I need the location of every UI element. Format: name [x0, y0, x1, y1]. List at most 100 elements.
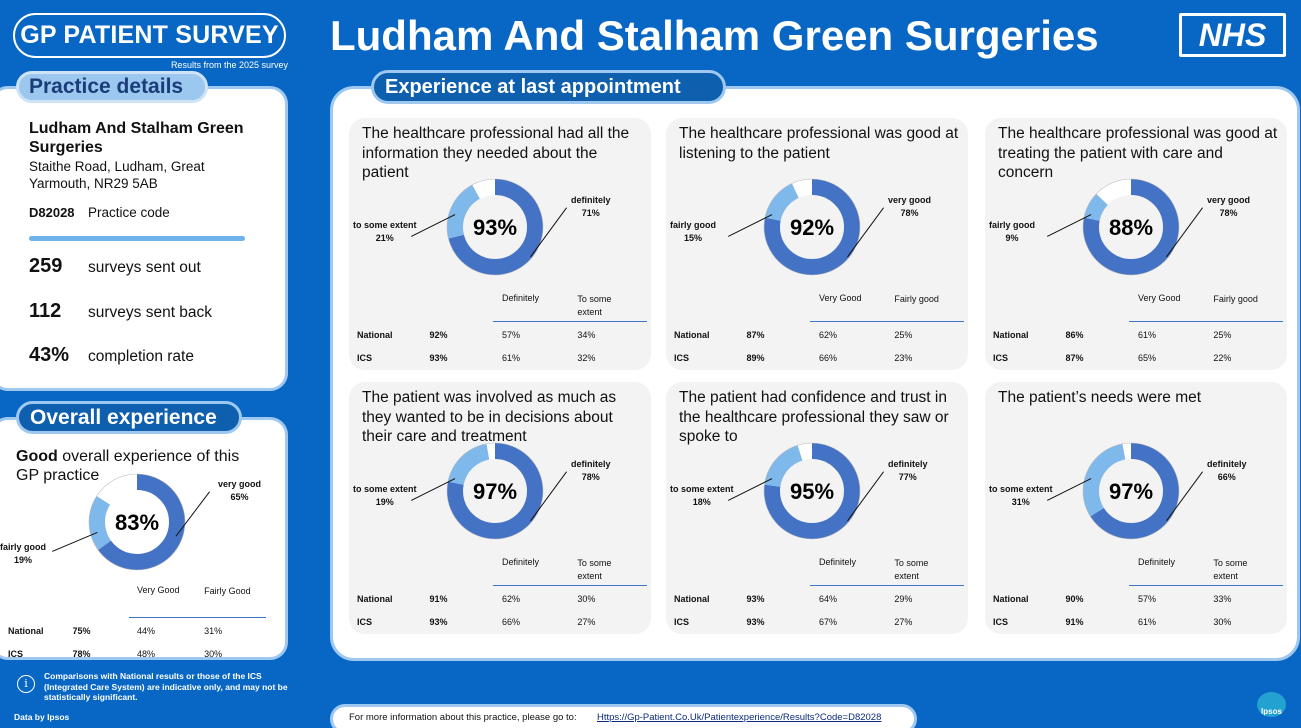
slice-other	[764, 443, 860, 539]
table-col-header-1: Very Good	[819, 293, 862, 303]
slice-other	[1083, 179, 1179, 275]
table-row-total: 91%	[1065, 617, 1084, 627]
table-row-col2: 27%	[577, 617, 596, 627]
table-col-header-2: To some extent	[577, 294, 612, 317]
practice-code-label: Practice code	[88, 205, 170, 220]
card-label-b: to some extent 18%	[670, 483, 734, 509]
table-row-col2: 32%	[577, 353, 596, 363]
slice-other	[447, 179, 543, 275]
overall-rating-rest: overall experience of this GP practice	[16, 448, 240, 484]
table-row-total: 93%	[429, 617, 448, 627]
donut-outline	[1082, 178, 1180, 276]
experience-card	[666, 382, 968, 634]
slice-other	[764, 179, 860, 275]
table-row-total: 89%	[746, 353, 765, 363]
table-row-col1: 57%	[502, 330, 521, 340]
card-label-a-name: definitely	[1207, 459, 1247, 469]
table-row-label: ICS	[674, 353, 690, 363]
overall-label-a-name: very good	[218, 479, 262, 489]
card-label-b-name: to some extent	[989, 484, 1053, 494]
nhs-logo: NHS	[1179, 13, 1286, 57]
donut-center-value: 83%	[115, 510, 159, 535]
table-header-rule	[810, 321, 964, 322]
slice-other	[89, 474, 185, 570]
table-row-label: ICS	[8, 649, 24, 659]
table-col-header-1: Definitely	[502, 557, 540, 567]
table-col-header-2: To some extent	[894, 558, 929, 581]
practice-results-link[interactable]: Https://Gp-Patient.Co.Uk/Patientexperien…	[597, 712, 882, 723]
nhs-logo-text: NHS	[1182, 16, 1283, 54]
donut-outline	[763, 178, 861, 276]
table-row-col1: 61%	[1138, 330, 1157, 340]
table-row-col1: 67%	[819, 617, 838, 627]
slice-secondary	[447, 179, 543, 275]
survey-brand-logo: GP PATIENT SURVEY	[13, 13, 286, 58]
table-row-col2: 30%	[204, 649, 223, 659]
table-row-label: National	[357, 330, 393, 340]
overall-label-a-value: 65%	[230, 492, 249, 502]
table-row-label: ICS	[357, 353, 373, 363]
table-row-label: National	[993, 594, 1029, 604]
card-label-b: to some extent 19%	[353, 483, 417, 509]
table-header-rule	[129, 617, 266, 618]
table-row-label: ICS	[993, 617, 1009, 627]
experience-card	[666, 118, 968, 370]
overall-label-b: fairly good 19%	[0, 541, 46, 567]
table-row-label: ICS	[993, 353, 1009, 363]
table-row-label: National	[674, 330, 710, 340]
card-label-a: definitely 66%	[1207, 458, 1247, 484]
surveys-returned-value: 112	[29, 300, 62, 322]
question-text: The healthcare professional was good at …	[679, 125, 959, 162]
donut-chart: 92%	[763, 178, 861, 276]
info-icon: i	[17, 675, 35, 693]
slice-secondary	[89, 474, 185, 570]
table-col-header-2: Fairly Good	[204, 586, 251, 596]
question-text: The healthcare professional had all the …	[362, 125, 630, 181]
donut-chart: 83%	[88, 473, 186, 571]
survey-year-caption: Results from the 2025 survey	[170, 60, 288, 70]
table-row-col1: 64%	[819, 594, 838, 604]
footer-bar	[330, 704, 917, 728]
slice-other	[1083, 443, 1179, 539]
table-row-total: 86%	[1065, 330, 1084, 340]
card-label-a-value: 71%	[581, 208, 600, 218]
overall-rating-word: Good	[16, 448, 58, 465]
card-label-a: definitely 77%	[888, 458, 928, 484]
table-col-header-2: To some extent	[577, 558, 612, 581]
table-row-col1: 44%	[137, 626, 156, 636]
card-label-a-name: very good	[1207, 195, 1251, 205]
card-label-b-value: 19%	[375, 497, 394, 507]
question-text: The patient had confidence and trust in …	[679, 389, 949, 445]
table-row-total: 75%	[72, 626, 91, 636]
card-label-b-name: to some extent	[670, 484, 734, 494]
table-row-total: 78%	[72, 649, 91, 659]
card-label-b-value: 21%	[375, 233, 394, 243]
practice-address: Staithe Road, Ludham, Great Yarmouth, NR…	[29, 159, 205, 191]
table-row-col2: 25%	[1213, 330, 1232, 340]
table-row-col2: 29%	[894, 594, 913, 604]
card-label-b-name: fairly good	[670, 220, 717, 230]
donut-chart: 95%	[763, 442, 861, 540]
page-title: Ludham And Stalham Green Surgeries	[330, 12, 1099, 59]
table-row-col1: 62%	[819, 330, 838, 340]
practice-code-value: D82028	[29, 205, 75, 220]
card-label-b-name: to some extent	[353, 484, 417, 494]
overall-label-a: very good 65%	[218, 478, 261, 504]
donut-center-value: 93%	[473, 215, 517, 240]
surveys-returned-label: surveys sent back	[88, 304, 213, 321]
experience-card	[349, 382, 651, 634]
card-label-a-value: 78%	[581, 472, 600, 482]
card-label-b-name: to some extent	[353, 220, 417, 230]
surveys-sent-label: surveys sent out	[88, 259, 201, 276]
table-row-total: 93%	[746, 594, 765, 604]
question-text: The healthcare professional was good at …	[998, 125, 1278, 181]
table-col-header-2: Fairly good	[894, 294, 939, 304]
card-label-a-name: very good	[888, 195, 932, 205]
overall-experience-summary: Good overall experience of this GP pract…	[16, 447, 256, 485]
more-info-text: For more information about this practice…	[349, 712, 577, 723]
card-label-a-name: definitely	[888, 459, 928, 469]
overall-label-b-value: 19%	[14, 555, 33, 565]
donut-outline	[446, 442, 544, 540]
donut-chart: 97%	[1082, 442, 1180, 540]
card-label-a-value: 78%	[1219, 208, 1238, 218]
